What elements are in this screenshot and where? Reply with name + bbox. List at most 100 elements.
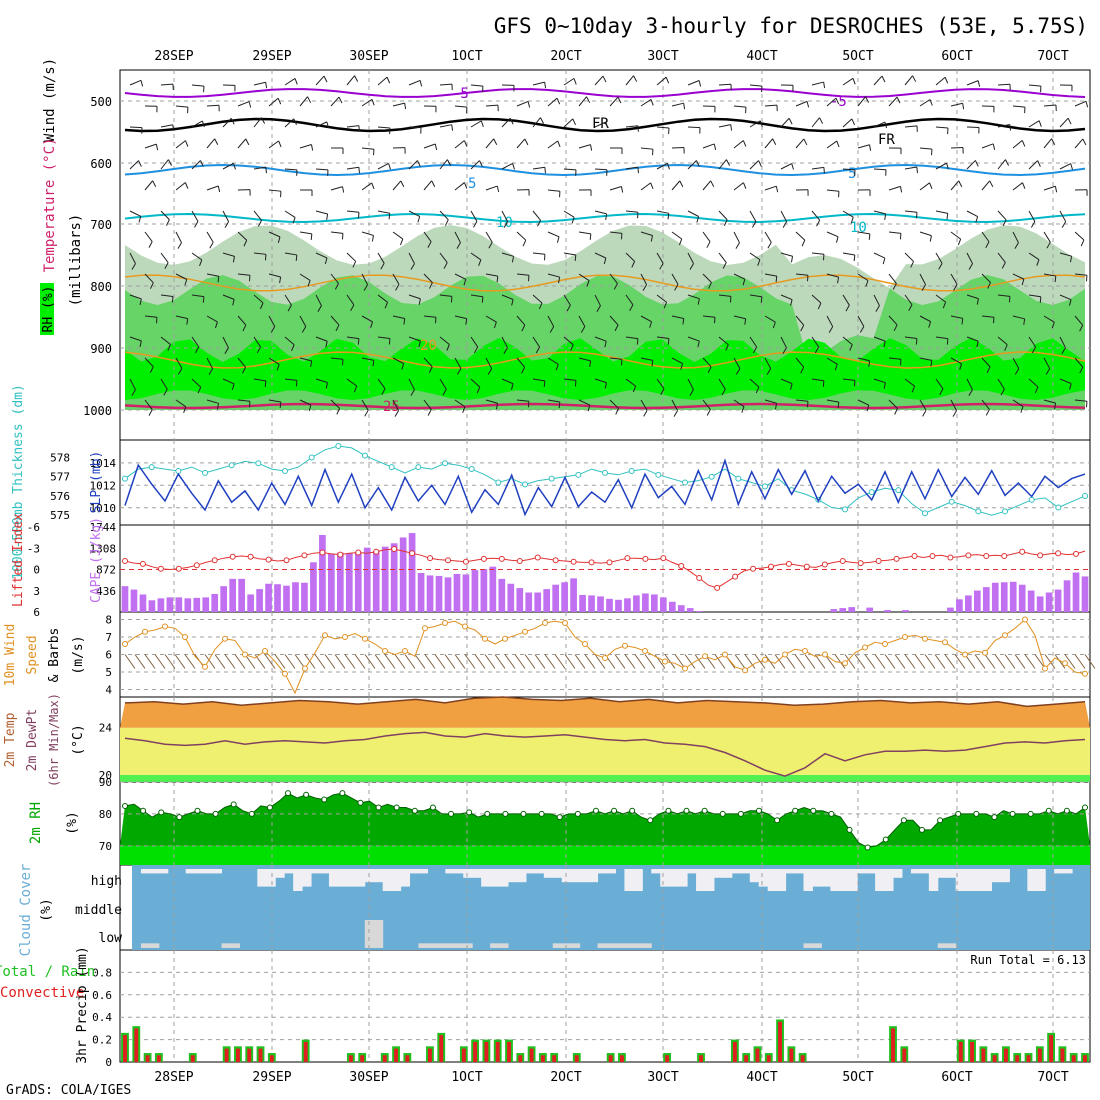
wind-barb xyxy=(463,279,467,286)
cape-bar xyxy=(229,578,236,612)
rh2m-line-point xyxy=(520,810,527,817)
rh2m-line-point xyxy=(429,804,436,811)
cloud-high-bar xyxy=(767,869,778,891)
lifted-index-line-point xyxy=(409,550,416,557)
wind-barb xyxy=(882,257,886,265)
wind-barb xyxy=(687,80,700,86)
wind-barb xyxy=(911,386,916,393)
wind-barb xyxy=(589,360,592,367)
wind-barb xyxy=(439,124,452,128)
wind-barb xyxy=(873,121,886,128)
cloud-low-bar xyxy=(490,943,500,948)
wind-barb xyxy=(857,357,870,362)
cape-bar xyxy=(175,597,183,612)
cape-bar xyxy=(408,533,416,612)
wind-barb xyxy=(757,259,761,266)
contour-label: FR xyxy=(878,132,895,148)
wind-barb xyxy=(447,159,452,166)
precip-convective-bar xyxy=(1026,1055,1031,1062)
wind-barb xyxy=(516,399,529,402)
wind-barb xyxy=(733,315,746,320)
wind-tick: 5 xyxy=(105,666,112,679)
cloud-high-bar xyxy=(508,869,518,883)
cloud-low-bar xyxy=(937,943,948,948)
wind-barb xyxy=(386,76,391,84)
wind-barb xyxy=(253,378,266,382)
rh2m-line-point xyxy=(882,836,889,843)
wind-barb xyxy=(594,75,604,86)
wind-barb xyxy=(408,160,418,170)
cape-bar xyxy=(633,595,640,612)
wind-speed-line-point xyxy=(462,623,468,630)
wind-barb xyxy=(470,294,483,298)
cape-bar xyxy=(902,610,909,612)
wind-barb xyxy=(1009,124,1012,131)
wind-barb xyxy=(555,364,559,371)
wind-barb xyxy=(742,140,747,147)
cloud-high-bar xyxy=(472,869,482,878)
wind-barb xyxy=(284,378,297,381)
lifted-index-line-point xyxy=(750,565,757,572)
lifted-index-line-point xyxy=(157,565,164,572)
cape-bar xyxy=(292,582,299,612)
wind-barb-10m xyxy=(694,654,706,669)
date-label-bottom: 4OCT xyxy=(746,1070,777,1085)
thickness-line-point xyxy=(655,471,662,478)
cape-bar xyxy=(570,578,577,612)
wind-barb xyxy=(454,105,467,108)
cape-bar xyxy=(310,562,317,612)
wind-barb xyxy=(755,386,760,394)
wind-barb-10m xyxy=(124,654,136,669)
wind-barb-10m xyxy=(434,654,446,669)
wind-barb xyxy=(1014,368,1020,375)
wind-barb xyxy=(361,399,369,411)
wind-speed-line-point xyxy=(582,641,588,647)
cape-bar xyxy=(328,554,335,612)
wind-barb xyxy=(764,231,772,243)
wind-barb xyxy=(1004,344,1008,351)
cape-bar xyxy=(417,573,425,612)
wind-barb xyxy=(129,126,143,129)
wind-speed-line-point xyxy=(1082,670,1088,677)
wind-barb-10m xyxy=(854,654,866,669)
wind-barb-10m xyxy=(1064,654,1076,669)
wind-barb xyxy=(625,294,634,306)
wind-barb xyxy=(650,99,654,106)
lifted-index-line-point xyxy=(319,549,326,556)
cloud-low-bar xyxy=(230,943,240,948)
cloud-high-bar xyxy=(991,869,1001,883)
wind-barb xyxy=(671,315,684,319)
wind-barb xyxy=(206,104,220,107)
wind-barb xyxy=(139,340,142,348)
wind-barb xyxy=(790,383,793,390)
lifted-index-line-point xyxy=(175,565,182,572)
wind-barb xyxy=(470,336,479,348)
wind-barb xyxy=(325,341,328,348)
wind-barb-10m xyxy=(384,654,396,669)
wind-barb xyxy=(284,252,297,256)
wind-barb xyxy=(1043,231,1051,243)
wind-barb xyxy=(346,252,357,262)
wind-barb xyxy=(780,294,793,301)
wind-barb xyxy=(501,336,508,348)
precip-tick: 0 xyxy=(105,1056,112,1069)
cloud-high-bar xyxy=(1054,869,1064,874)
wind-barb xyxy=(966,210,978,218)
wind-barb xyxy=(487,368,493,375)
cape-bar xyxy=(982,587,990,612)
date-label-top: 28SEP xyxy=(154,49,193,64)
temp-axis-label: (6hr Min/Max) xyxy=(47,693,61,787)
wind-barb xyxy=(865,96,870,103)
wind-barb xyxy=(427,241,432,248)
wind-barb xyxy=(167,344,171,351)
wind-barb xyxy=(408,294,421,300)
wind-tick: 7 xyxy=(105,631,112,644)
rh2m-line-point xyxy=(1009,810,1016,817)
wind-barb xyxy=(245,138,250,146)
wind-barb xyxy=(660,388,665,395)
wind-barb xyxy=(175,357,183,369)
precip-convective-bar xyxy=(1015,1055,1020,1062)
cloud-low-bar xyxy=(463,943,473,948)
cloud-low-bar xyxy=(642,943,652,948)
cloud-high-bar xyxy=(713,869,724,878)
